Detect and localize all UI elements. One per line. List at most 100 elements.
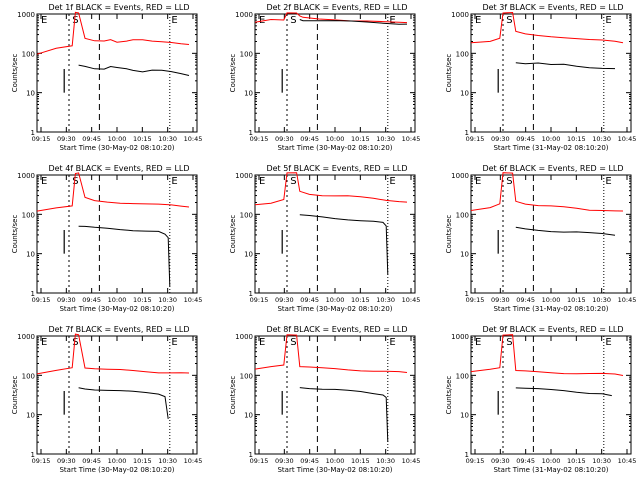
x-tick-label: 09:15 — [32, 457, 51, 465]
x-tick-label: 09:30 — [491, 296, 510, 304]
y-tick-label: 100 — [456, 50, 469, 58]
event-marker-label: E — [389, 15, 395, 26]
y-tick-label: 100 — [22, 50, 35, 58]
series-line-events — [515, 387, 612, 397]
event-marker-label: E — [605, 15, 611, 26]
series-line-lld — [36, 172, 190, 212]
event-marker-label: S — [506, 15, 512, 26]
x-tick-label: 10:15 — [567, 457, 586, 465]
x-tick-label: 10:45 — [618, 457, 637, 465]
event-marker-label: E — [41, 15, 47, 26]
chart-panel-4: 1 10 100 1000 09:15 09:30 09:45 10:00 10:15 10:30… — [11, 164, 202, 313]
x-tick-label: 09:45 — [82, 296, 101, 304]
y-tick-label: 10 — [460, 251, 469, 259]
event-marker-label: S — [290, 15, 296, 26]
x-tick-label: 09:30 — [57, 135, 76, 143]
series-line-events — [78, 225, 171, 287]
series-line-events — [78, 64, 190, 76]
chart-title: Det 6f BLACK = Events, RED = LLD — [482, 164, 623, 173]
x-tick-label: 10:00 — [326, 135, 345, 143]
event-marker-label: S — [72, 337, 78, 348]
y-tick-label: 1 — [465, 451, 469, 459]
x-tick-label: 09:45 — [82, 135, 101, 143]
event-marker-label: E — [605, 337, 611, 348]
y-axis-label: Counts/sec — [11, 54, 19, 93]
y-tick-label: 1 — [249, 451, 253, 459]
y-axis-label: Counts/sec — [11, 376, 19, 415]
plot-frame — [254, 335, 416, 455]
series-line-lld — [470, 172, 624, 212]
x-tick-label: 10:00 — [542, 296, 561, 304]
y-tick-label: 10 — [244, 90, 253, 98]
x-tick-label: 10:30 — [376, 135, 395, 143]
plot-frame — [254, 174, 416, 294]
series-line-events — [515, 226, 616, 236]
y-tick-label: 1000 — [235, 172, 253, 180]
x-tick-label: 09:30 — [57, 296, 76, 304]
x-tick-label: 10:15 — [567, 296, 586, 304]
series-line-lld — [254, 172, 408, 206]
y-tick-label: 1 — [31, 129, 35, 137]
y-tick-label: 1000 — [451, 11, 469, 19]
x-axis-label: Start Time (31-May-02 08:10:20) — [493, 305, 608, 313]
y-tick-label: 10 — [244, 251, 253, 259]
y-tick-label: 1 — [249, 129, 253, 137]
event-marker-label: S — [72, 15, 78, 26]
x-tick-label: 09:45 — [300, 296, 319, 304]
x-tick-label: 09:30 — [491, 135, 510, 143]
series-line-events — [78, 387, 169, 419]
x-tick-label: 10:45 — [184, 296, 203, 304]
event-marker-label: S — [506, 337, 512, 348]
event-marker-label: S — [290, 337, 296, 348]
series-line-lld — [254, 12, 408, 24]
chart-title: Det 3f BLACK = Events, RED = LLD — [482, 3, 623, 12]
x-tick-label: 09:30 — [275, 296, 294, 304]
series-line-events — [299, 387, 389, 442]
x-tick-label: 10:00 — [108, 457, 127, 465]
x-tick-label: 09:45 — [516, 457, 535, 465]
x-tick-label: 10:15 — [133, 457, 152, 465]
x-tick-label: 09:15 — [250, 296, 269, 304]
x-tick-label: 09:15 — [466, 296, 485, 304]
x-tick-label: 10:30 — [376, 296, 395, 304]
x-axis-label: Start Time (31-May-02 08:10:20) — [493, 144, 608, 152]
x-tick-label: 09:30 — [491, 457, 510, 465]
chart-panel-5: 1 10 100 1000 09:15 09:30 09:45 10:00 10:15 10:30… — [229, 164, 420, 313]
y-tick-label: 10 — [244, 412, 253, 420]
series-line-lld — [36, 11, 190, 55]
y-tick-label: 1 — [249, 290, 253, 298]
event-marker-label: S — [72, 176, 78, 187]
y-tick-label: 1 — [465, 129, 469, 137]
event-marker-label: E — [389, 176, 395, 187]
y-tick-label: 1000 — [235, 333, 253, 341]
series-line-lld — [470, 334, 624, 376]
x-tick-label: 10:30 — [592, 135, 611, 143]
x-tick-label: 10:15 — [351, 135, 370, 143]
y-tick-label: 100 — [22, 211, 35, 219]
y-axis-label: Counts/sec — [445, 376, 453, 415]
event-marker-label: E — [475, 15, 481, 26]
x-tick-label: 09:15 — [32, 135, 51, 143]
plot-frame — [36, 335, 198, 455]
y-tick-label: 10 — [26, 251, 35, 259]
x-tick-label: 09:45 — [516, 135, 535, 143]
chart-panel-8: 1 10 100 1000 09:15 09:30 09:45 10:00 10:15 10:30… — [229, 325, 420, 474]
series-line-lld — [470, 11, 624, 44]
series-line-events — [515, 62, 616, 70]
series-line-events — [299, 19, 408, 25]
chart-title: Det 9f BLACK = Events, RED = LLD — [482, 325, 623, 334]
x-axis-label: Start Time (30-May-02 08:10:20) — [59, 466, 174, 474]
plot-frame — [470, 13, 632, 133]
x-tick-label: 09:45 — [300, 457, 319, 465]
x-tick-label: 10:00 — [542, 135, 561, 143]
x-tick-label: 09:30 — [275, 457, 294, 465]
y-axis-label: Counts/sec — [229, 215, 237, 254]
y-tick-label: 10 — [460, 90, 469, 98]
x-tick-label: 09:45 — [82, 457, 101, 465]
chart-title: Det 8f BLACK = Events, RED = LLD — [266, 325, 407, 334]
y-tick-label: 10 — [26, 412, 35, 420]
x-tick-label: 09:15 — [466, 135, 485, 143]
event-marker-label: E — [475, 337, 481, 348]
